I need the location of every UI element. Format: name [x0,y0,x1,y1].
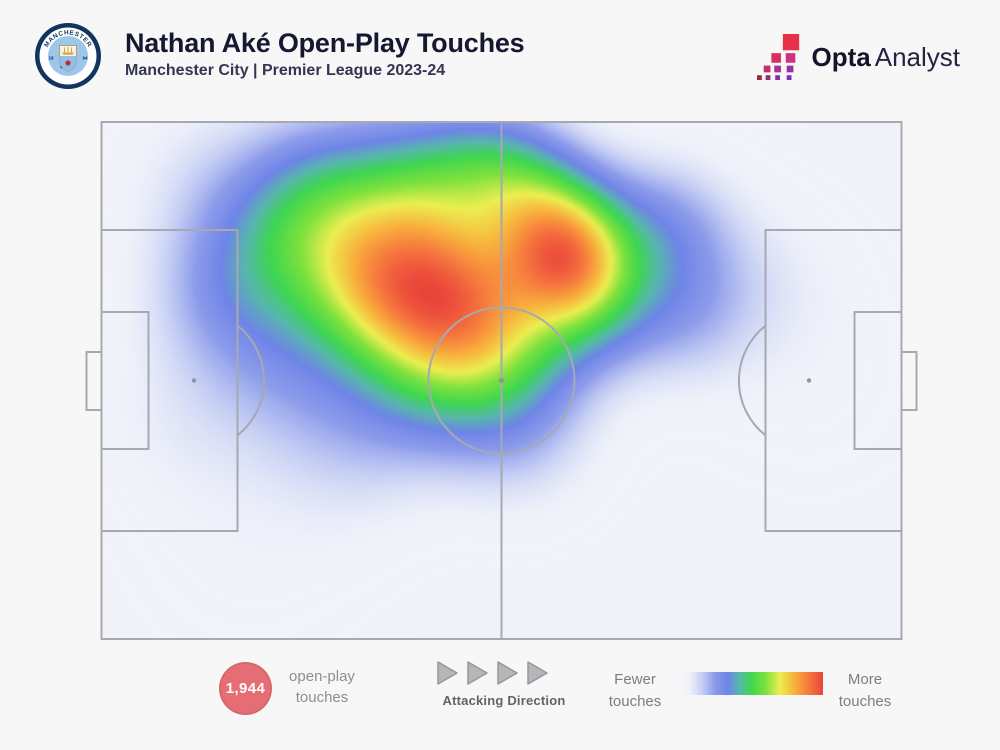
page-title: Nathan Aké Open-Play Touches [125,28,525,58]
penalty-area-right [764,229,903,532]
crest-year-left: 18 [48,56,54,61]
attacking-direction-label: Attacking Direction [442,693,566,708]
brand-name-light: Analyst [874,41,960,72]
legend-max-label: More touches [838,671,892,710]
brand-wordmark: Opta Analyst [812,42,961,73]
footer: 1,944 open-play touches Attacking Direct… [0,648,1000,738]
penalty-arc-right [738,324,767,437]
goal-left [85,351,103,411]
header: MANCHESTER CITY 18 94 Nathan Aké Open-Pl… [0,0,1000,105]
penalty-spot-right [806,378,812,383]
penalty-spot-left [191,378,197,383]
title-block: Nathan Aké Open-Play Touches Manchester … [125,28,525,80]
penalty-arc-left [236,324,265,437]
pitch-lines [85,121,918,640]
brand-name-bold: Opta [811,41,871,72]
center-circle [427,306,576,455]
opta-logo-mark-icon [756,34,799,80]
legend-gradient-bar [679,672,823,695]
manchester-city-crest-icon: MANCHESTER CITY 18 94 [35,23,101,89]
six-yard-box-left [100,311,150,450]
page-subtitle: Manchester City | Premier League 2023-24 [125,62,446,79]
attacking-direction: Attacking Direction [420,660,588,708]
touches-count-badge: 1,944 [219,662,272,715]
goal-right [900,351,918,411]
attacking-direction-arrows-icon [437,661,548,685]
center-spot [498,377,505,384]
pitch [85,121,918,640]
crest-ship-icon [61,46,75,55]
legend-min-label: Fewer touches [608,671,662,710]
opta-analyst-logo: Opta Analyst [756,34,961,80]
six-yard-box-right [853,311,903,450]
crest-year-right: 94 [82,56,88,61]
touches-label: open-play touches [289,668,355,706]
penalty-area-left [100,229,239,532]
